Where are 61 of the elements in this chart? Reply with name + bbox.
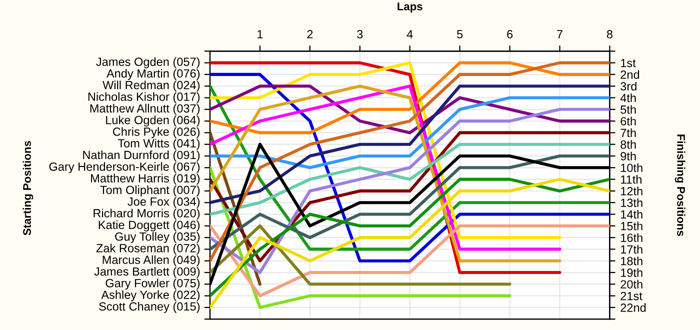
y2-tick-label: 3rd [620,82,636,90]
line-series [210,108,610,274]
text: Chris Pyke (026) [112,127,200,138]
text: Starting Positions [22,141,34,236]
text: Guy Tolley (035) [115,232,200,244]
y2-tick-label: 19th [621,268,642,277]
line-series [210,84,610,204]
text: Matthew Harris (019) [91,174,200,185]
y2-tick-label: 10th [621,163,642,172]
text: James Ogden (057) [96,57,200,68]
y2-tick-label: 21st [620,292,642,300]
text: Zak Roseman (072) [96,244,200,255]
y2-tick-label: 16th [621,233,642,242]
y2-tick-label: 4th [620,93,636,102]
text: Gary Fowler (075) [106,278,200,290]
text: James Bartlett (009) [94,267,200,278]
line-series [210,96,610,170]
text: Scott Chaney (015) [99,302,200,313]
text: Nicholas Kishor (017) [88,92,200,104]
y2-axis-title: Finishing Positions [674,134,686,236]
x-tick-label: 3 [357,30,363,38]
text: Ashley Yorke (022) [101,290,200,302]
line-series [210,142,610,216]
y2-tick-label: 7th [620,128,636,138]
y2-tick-label: 12th [621,186,642,196]
y2-tick-label: 9th [620,152,636,160]
text: Tom Oliphant (007) [100,185,200,196]
text: Andy Martin (076) [106,68,200,80]
y2-tick-label: 15th [621,222,642,230]
y2-tick-label: 13th [621,198,642,207]
y2-tick-label: 17th [621,244,642,254]
x-tick-label: 1 [258,30,263,38]
y2-tick-label: 5th [620,105,636,114]
x-tick-label: 8 [606,30,612,38]
x-tick-label: 4 [406,30,413,38]
text: Luke Ogden (064) [106,116,200,127]
y2-tick-label: 1st [621,58,636,68]
text: Joe Fox (034) [128,197,200,208]
text: Katie Doggett (046) [98,220,200,232]
line-series [210,61,610,134]
text: Richard Morris (020) [94,208,200,220]
text: Will Redman (024) [102,80,200,92]
y2-tick-label: 2nd [620,70,640,79]
line-series [210,154,610,251]
x-axis-title: Laps [398,2,422,13]
y2-tick-label: 8th [620,140,636,149]
x-tick-label: 7 [557,30,562,38]
y2-tick-label: 14th [621,210,642,219]
x-tick-label: 5 [457,30,463,38]
text: Marcus Allen (049) [102,255,200,266]
y2-tick-label: 11th [621,175,642,184]
y2-tick-label: 22nd [620,303,646,312]
text: Tom Witts (041) [118,138,200,150]
y2-tick-label: 20th [620,280,642,289]
text: Nathan Durnford (091) [83,150,200,162]
x-tick-label: 6 [507,30,513,38]
y2-tick-label: 18th [621,256,642,266]
text: Gary Henderson-Keirle (067) [49,162,200,174]
y2-tick-label: 6th [620,116,636,126]
x-tick-label: 2 [307,30,313,38]
text: Matthew Allnutt (037) [90,104,200,115]
